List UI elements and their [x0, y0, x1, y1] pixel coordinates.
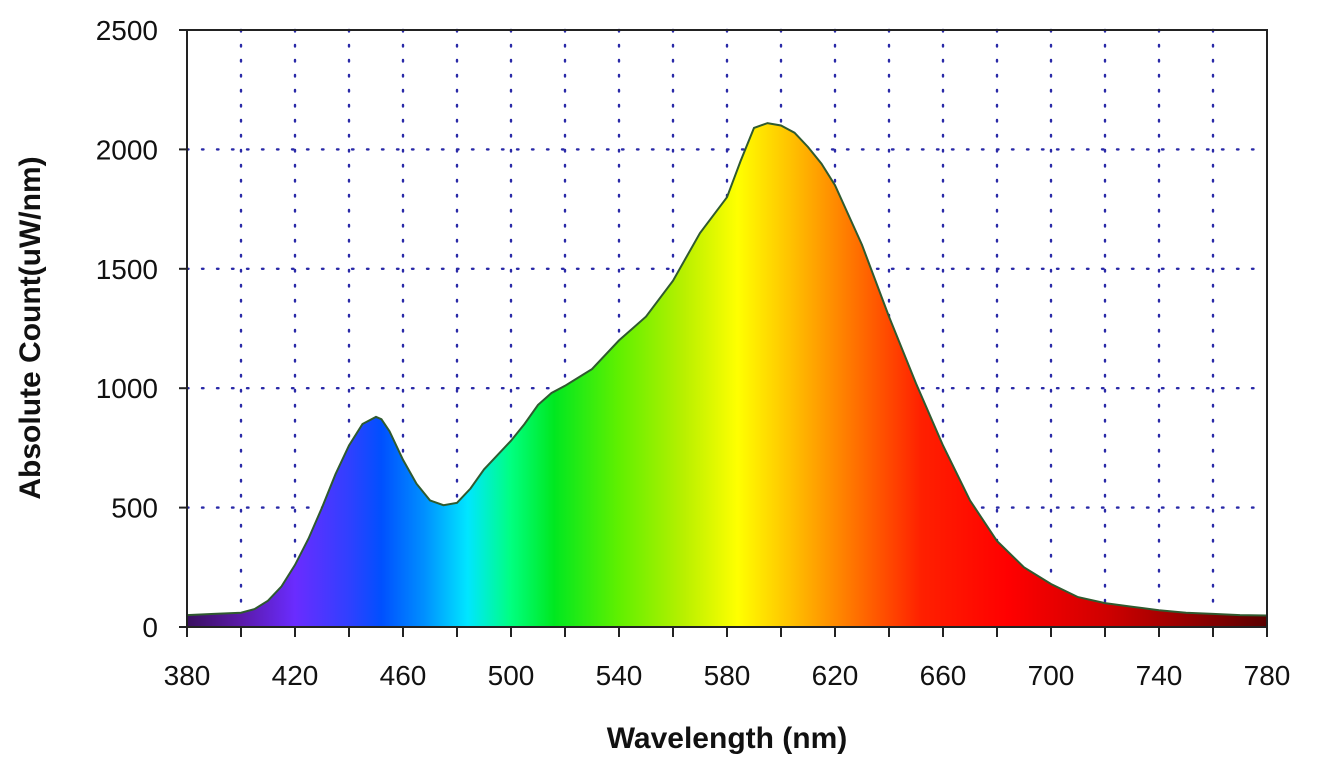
- x-tick-label: 500: [488, 660, 535, 691]
- y-tick-label: 0: [142, 612, 158, 643]
- y-tick-label: 500: [111, 493, 158, 524]
- x-tick-label: 620: [812, 660, 859, 691]
- x-tick-label: 540: [596, 660, 643, 691]
- y-tick-label: 1500: [96, 254, 158, 285]
- y-tick-label: 1000: [96, 373, 158, 404]
- y-axis-ticks: 0 500 1000 1500 2000 2500: [96, 15, 187, 643]
- x-tick-label: 380: [164, 660, 211, 691]
- x-axis-ticks: 380 420 460 500 540 580 620 660 700 740 780: [164, 627, 1291, 691]
- x-tick-label: 460: [380, 660, 427, 691]
- y-axis-title: Absolute Count(uW/nm): [14, 156, 47, 499]
- x-tick-label: 700: [1028, 660, 1075, 691]
- spectrum-area: [187, 123, 1267, 627]
- spectrum-line: [186, 122, 1268, 617]
- x-tick-label: 580: [704, 660, 751, 691]
- y-tick-label: 2000: [96, 134, 158, 165]
- x-tick-label: 740: [1136, 660, 1183, 691]
- x-tick-label: 660: [920, 660, 967, 691]
- x-axis-title: Wavelength (nm): [607, 722, 848, 755]
- x-tick-label: 420: [272, 660, 319, 691]
- x-tick-label: 780: [1244, 660, 1291, 691]
- y-tick-label: 2500: [96, 15, 158, 46]
